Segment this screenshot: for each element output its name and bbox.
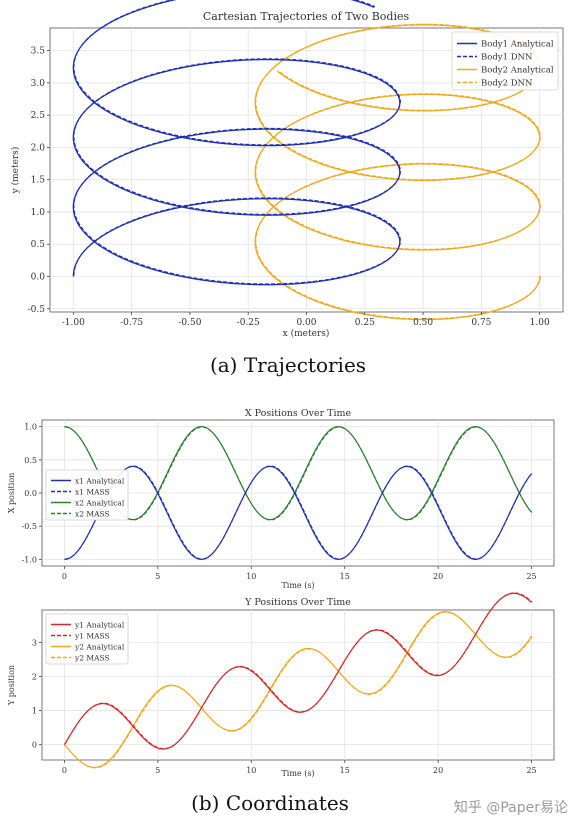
y-tick-label: 1.0 — [31, 208, 46, 218]
x-tick-label: 15 — [340, 766, 350, 775]
y-tick-label: 0 — [32, 741, 37, 750]
series-x1-analytical — [64, 465, 533, 560]
series-x2-analytical — [64, 426, 533, 521]
x-tick-label: -0.75 — [120, 318, 143, 328]
y-positions-ticks: 0 5 10 15 20 25 0 1 2 3 — [32, 638, 537, 775]
legend-label: x2 MASS — [75, 510, 110, 519]
series-y2-mass — [64, 611, 533, 769]
y-tick-label: 3 — [32, 638, 37, 647]
y-tick-label: 2.5 — [31, 111, 46, 121]
x-tick-label: -0.50 — [178, 318, 201, 328]
x-positions-title: X Positions Over Time — [245, 408, 352, 419]
x-tick-label: 15 — [340, 572, 350, 581]
series-body1-dnn — [73, 0, 401, 285]
y-positions-chart: Y Positions Over Time Time (s) Y positio… — [7, 592, 555, 778]
legend-label: Body1 Analytical — [481, 40, 554, 50]
series-y1-mass — [64, 592, 533, 750]
series-x2-mass — [64, 426, 533, 521]
x-positions-chart: X Positions Over Time Time (s) X positio… — [7, 408, 555, 590]
legend-label: x1 Analytical — [75, 477, 125, 486]
y-tick-label: -0.5 — [28, 305, 46, 315]
y-tick-label: 1.0 — [24, 423, 37, 432]
x-tick-label: 10 — [246, 766, 256, 775]
x-positions-legend: x1 Analytical x1 MASS x2 Analytical x2 MASS — [45, 469, 129, 521]
trajectory-ticks: -1.00 -0.75 -0.50 -0.25 0.00 0.25 0.50 0.75 1.00… — [28, 47, 550, 328]
x-tick-label: 20 — [433, 766, 443, 775]
y-tick-label: 0.5 — [24, 456, 37, 465]
x-tick-label: 1.00 — [530, 318, 550, 328]
series-body2-dnn — [255, 23, 541, 320]
x-tick-label: 0.00 — [296, 318, 316, 328]
x-positions-grid — [42, 420, 554, 566]
y-positions-series — [63, 592, 533, 769]
y-tick-label: 0.0 — [31, 273, 46, 283]
x-tick-label: 0.50 — [413, 318, 433, 328]
legend-label: y2 MASS — [74, 654, 110, 663]
x-tick-label: 0.25 — [355, 318, 375, 328]
watermark: 知乎 @Paper易论 — [454, 799, 568, 816]
series-x1-mass — [64, 465, 533, 560]
y-tick-label: 1 — [32, 707, 37, 716]
y-positions-xlabel: Time (s) — [281, 769, 314, 778]
y-positions-title: Y Positions Over Time — [244, 597, 351, 608]
x-tick-label: 25 — [526, 766, 536, 775]
y-tick-label: 3.5 — [31, 47, 46, 57]
y-tick-label: -1.0 — [22, 555, 37, 564]
x-positions-series — [64, 426, 533, 560]
x-positions-ylabel: X position — [7, 473, 16, 514]
legend-label: y2 Analytical — [74, 643, 125, 652]
legend-label: y1 MASS — [74, 632, 110, 641]
legend-label: x2 Analytical — [75, 499, 125, 508]
legend-label: y1 Analytical — [74, 621, 125, 630]
x-tick-label: 0 — [62, 766, 67, 775]
legend-label: Body2 DNN — [481, 79, 533, 89]
trajectory-ylabel: y (meters) — [10, 147, 21, 195]
legend-box — [45, 613, 129, 665]
y-tick-label: -0.5 — [22, 522, 37, 531]
x-positions-ticks: 0 5 10 15 20 25 -1.0 -0.5 0.0 0.5 1.0 — [22, 423, 537, 581]
x-tick-label: 10 — [246, 572, 256, 581]
x-tick-label: 5 — [155, 572, 160, 581]
legend-label: Body2 Analytical — [481, 66, 554, 76]
y-tick-label: 1.5 — [31, 176, 46, 186]
x-tick-label: 5 — [155, 766, 160, 775]
x-positions-xlabel: Time (s) — [281, 581, 314, 590]
x-tick-label: -1.00 — [62, 318, 85, 328]
legend-label: Body1 DNN — [481, 53, 533, 63]
trajectory-legend: Body1 Analytical Body1 DNN Body2 Analytica… — [451, 31, 559, 91]
x-tick-label: 25 — [526, 572, 536, 581]
y-tick-label: 0.0 — [24, 489, 37, 498]
caption-b: (b) Coordinates — [191, 791, 349, 815]
trajectory-chart: Cartesian Trajectories of Two Bodies x (… — [10, 0, 564, 339]
caption-a: (a) Trajectories — [210, 353, 366, 377]
y-positions-legend: y1 Analytical y1 MASS y2 Analytical y2 MASS — [45, 613, 129, 665]
x-tick-label: 0 — [62, 572, 67, 581]
y-tick-label: 0.5 — [31, 240, 46, 250]
legend-box — [451, 31, 559, 91]
y-tick-label: 2.0 — [31, 143, 46, 153]
legend-label: x1 MASS — [75, 488, 110, 497]
y-positions-grid — [42, 610, 554, 760]
y-positions-ylabel: Y position — [7, 665, 16, 706]
x-tick-label: -0.25 — [237, 318, 260, 328]
y-tick-label: 2 — [32, 672, 37, 681]
trajectory-xlabel: x (meters) — [283, 328, 330, 339]
legend-box — [45, 469, 129, 521]
y-tick-label: 3.0 — [31, 79, 46, 89]
x-tick-label: 20 — [433, 572, 443, 581]
x-tick-label: 0.75 — [471, 318, 491, 328]
trajectory-series — [72, 0, 541, 321]
trajectory-title: Cartesian Trajectories of Two Bodies — [203, 10, 410, 23]
